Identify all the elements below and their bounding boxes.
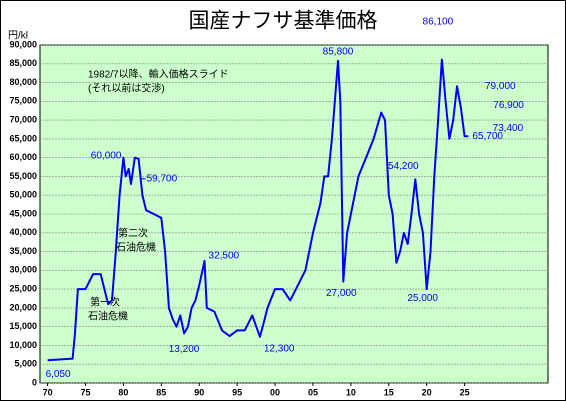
x-tick-label: 15: [384, 387, 394, 397]
x-tick-label: 75: [80, 387, 90, 397]
point-label: 13,200: [169, 344, 200, 355]
y-tick-label: 30,000: [9, 265, 37, 275]
point-label: 27,000: [326, 288, 357, 299]
x-tick-label: 70: [43, 387, 53, 397]
y-tick-label: 50,000: [9, 190, 37, 200]
annotation: 石油危機: [116, 241, 156, 254]
y-tick-label: 40,000: [9, 227, 37, 237]
y-axis-label: 円/kl: [8, 31, 28, 42]
x-tick-label: 85: [156, 387, 166, 397]
point-label: 59,700: [147, 173, 178, 184]
y-tick-label: 70,000: [9, 114, 37, 124]
y-tick-label: 15,000: [9, 321, 37, 331]
x-tick-label: 10: [346, 387, 356, 397]
point-label: 86,100: [423, 16, 454, 27]
y-tick-label: 25,000: [9, 283, 37, 293]
y-tick-label: 45,000: [9, 208, 37, 218]
annotation: 第一次: [90, 296, 120, 309]
point-label: 79,000: [485, 81, 516, 92]
y-tick-label: 20,000: [9, 302, 37, 312]
chart-title: 国産ナフサ基準価格: [189, 10, 378, 33]
point-label: 76,900: [493, 100, 524, 111]
x-tick-label: 00: [270, 387, 280, 397]
point-label: 12,300: [264, 343, 295, 354]
y-tick-label: 75,000: [9, 96, 37, 106]
annotation: 第二次: [118, 227, 148, 240]
price-line: [47, 58, 469, 362]
annotation: 1982/7以降、輸入価格スライド: [88, 68, 229, 81]
x-tick-label: 95: [232, 387, 242, 397]
point-label: 25,000: [407, 293, 438, 304]
y-tick-label: 35,000: [9, 246, 37, 256]
x-tick-label: 20: [422, 387, 432, 397]
x-tick-label: 80: [118, 387, 128, 397]
point-label: 65,700: [472, 131, 503, 142]
annotation: 石油危機: [88, 310, 128, 323]
y-tick-label: 85,000: [9, 58, 37, 68]
point-label: 85,800: [323, 46, 354, 57]
annotation: (それ以前は交渉): [88, 82, 165, 95]
point-label: 6,050: [46, 369, 71, 380]
y-tick-label: 90,000: [9, 39, 37, 49]
x-tick-label: 05: [308, 387, 318, 397]
y-tick-label: 0: [32, 377, 37, 387]
x-tick-label: 25: [460, 387, 470, 397]
y-tick-label: 65,000: [9, 133, 37, 143]
point-label: 60,000: [91, 150, 122, 161]
y-tick-label: 60,000: [9, 152, 37, 162]
point-label: 32,500: [209, 251, 240, 262]
point-label: 54,200: [388, 161, 419, 172]
x-tick-label: 90: [194, 387, 204, 397]
y-tick-label: 80,000: [9, 77, 37, 87]
y-tick-label: 5,000: [14, 359, 37, 369]
y-tick-label: 55,000: [9, 171, 37, 181]
y-tick-label: 10,000: [9, 340, 37, 350]
point-label: 73,400: [493, 123, 524, 134]
